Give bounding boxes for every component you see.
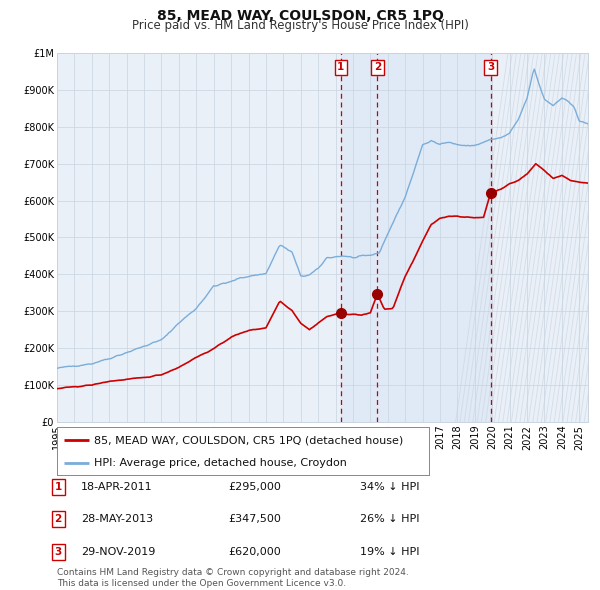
Text: 28-MAY-2013: 28-MAY-2013 bbox=[81, 514, 153, 524]
Bar bbox=[341, 53, 491, 422]
Text: HPI: Average price, detached house, Croydon: HPI: Average price, detached house, Croy… bbox=[94, 458, 347, 468]
Text: £347,500: £347,500 bbox=[228, 514, 281, 524]
Text: 2: 2 bbox=[374, 63, 381, 73]
Text: £620,000: £620,000 bbox=[228, 547, 281, 556]
Text: 85, MEAD WAY, COULSDON, CR5 1PQ: 85, MEAD WAY, COULSDON, CR5 1PQ bbox=[157, 9, 443, 24]
Text: 34% ↓ HPI: 34% ↓ HPI bbox=[360, 482, 419, 491]
Text: 2: 2 bbox=[55, 514, 62, 524]
Text: 3: 3 bbox=[55, 547, 62, 556]
Text: 85, MEAD WAY, COULSDON, CR5 1PQ (detached house): 85, MEAD WAY, COULSDON, CR5 1PQ (detache… bbox=[94, 435, 403, 445]
Text: 29-NOV-2019: 29-NOV-2019 bbox=[81, 547, 155, 556]
Text: 1: 1 bbox=[337, 63, 344, 73]
Text: 1: 1 bbox=[55, 482, 62, 491]
Text: 18-APR-2011: 18-APR-2011 bbox=[81, 482, 152, 491]
Text: 3: 3 bbox=[487, 63, 494, 73]
Text: 19% ↓ HPI: 19% ↓ HPI bbox=[360, 547, 419, 556]
Text: 26% ↓ HPI: 26% ↓ HPI bbox=[360, 514, 419, 524]
Text: £295,000: £295,000 bbox=[228, 482, 281, 491]
Text: Contains HM Land Registry data © Crown copyright and database right 2024.
This d: Contains HM Land Registry data © Crown c… bbox=[57, 568, 409, 588]
Text: Price paid vs. HM Land Registry's House Price Index (HPI): Price paid vs. HM Land Registry's House … bbox=[131, 19, 469, 32]
